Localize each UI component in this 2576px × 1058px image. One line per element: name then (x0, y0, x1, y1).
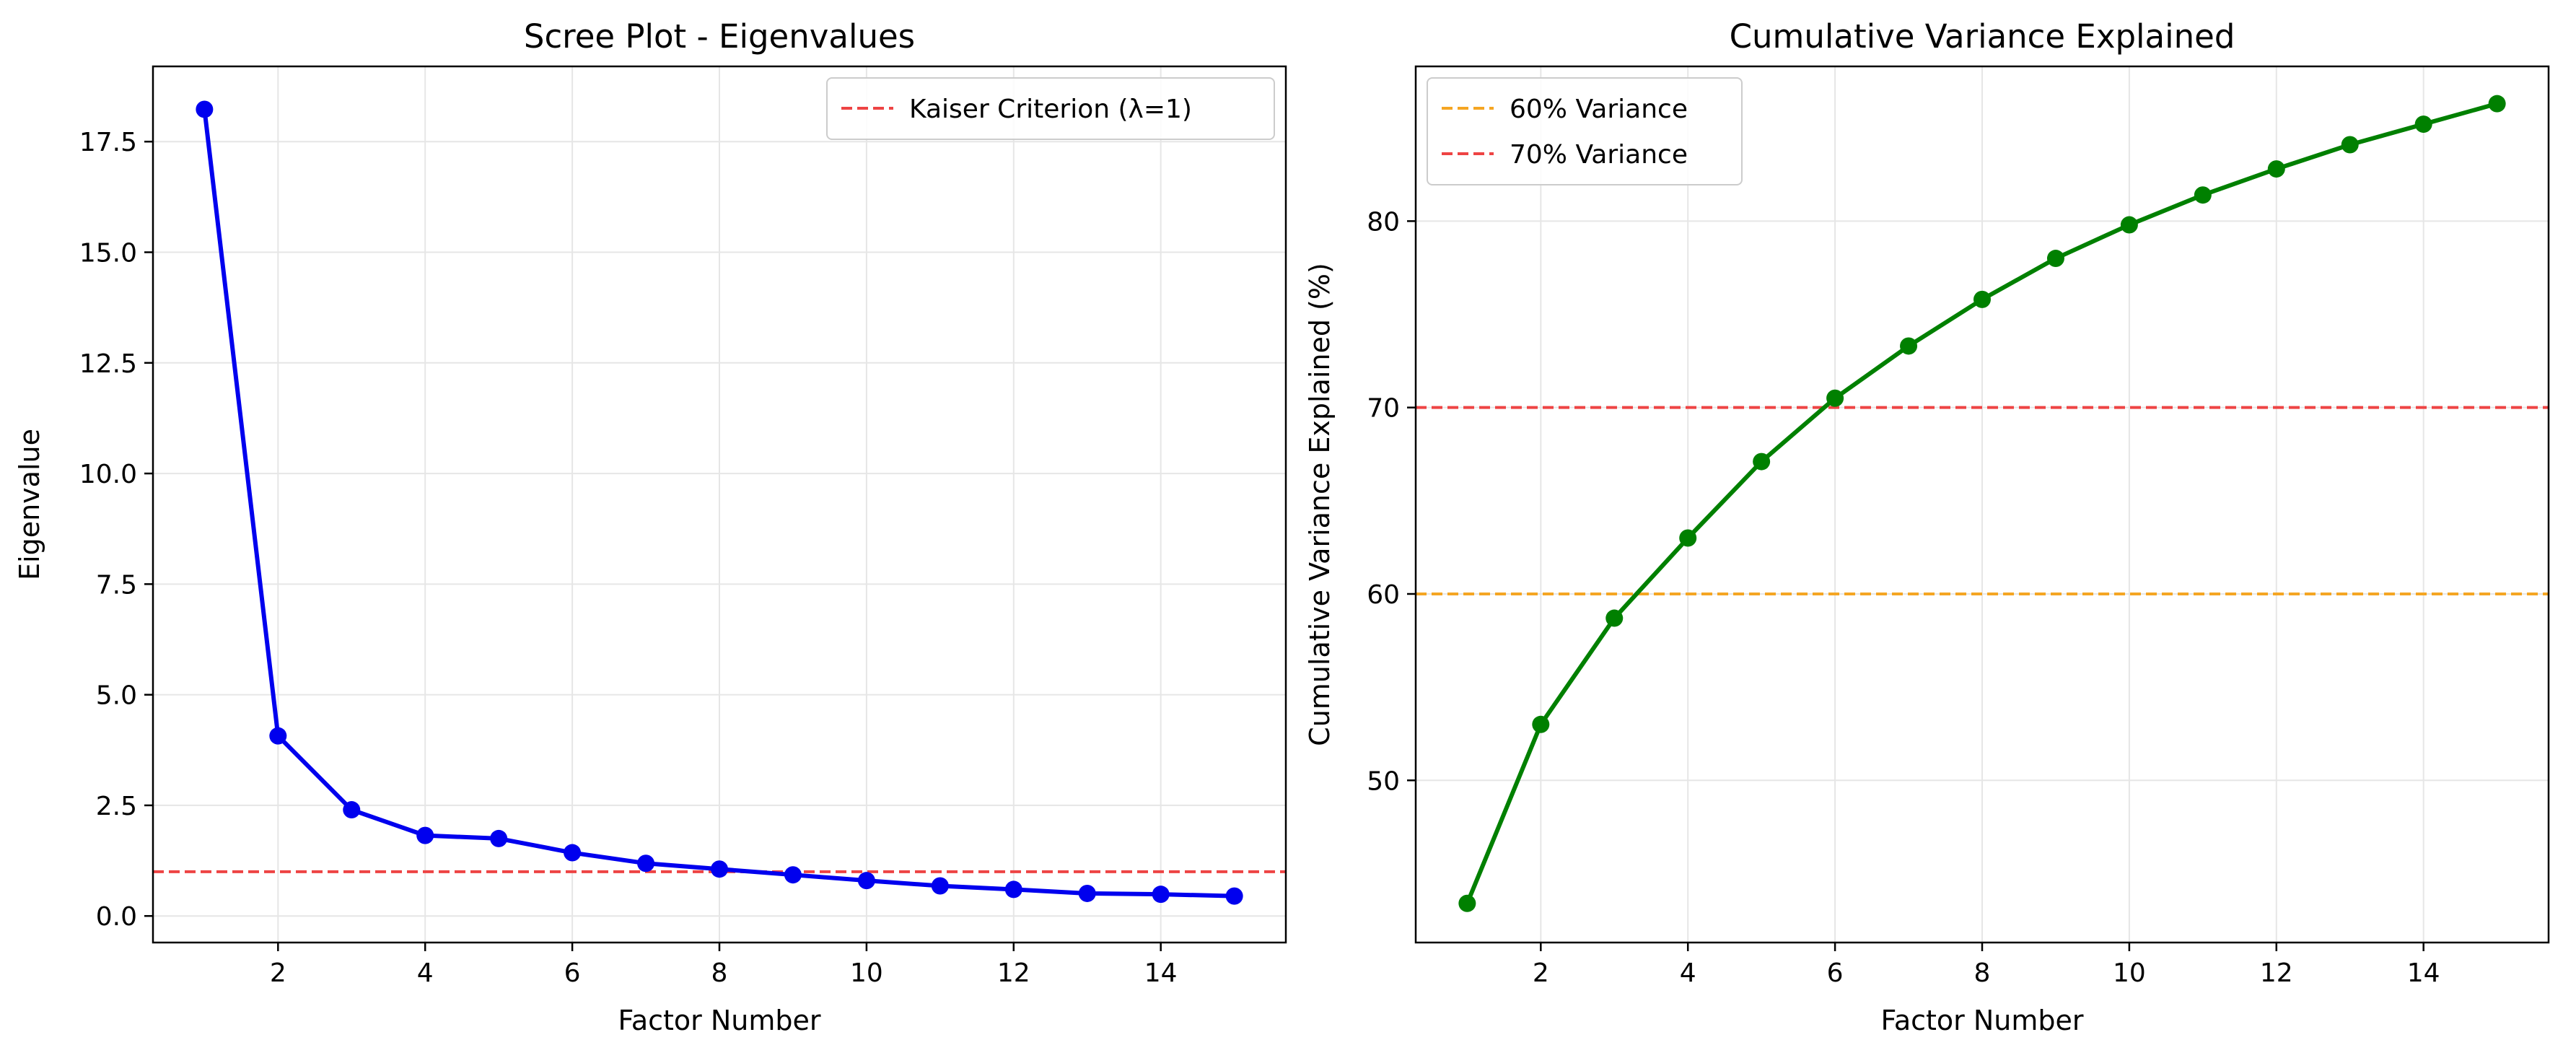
y-tick-label: 50 (1367, 766, 1400, 796)
data-point (490, 829, 508, 847)
data-point (1004, 880, 1022, 899)
x-tick-label: 6 (564, 958, 581, 988)
data-point (1532, 715, 1550, 733)
data-point (1225, 887, 1243, 905)
x-tick-label: 14 (2407, 958, 2440, 988)
data-point (196, 100, 214, 118)
x-axis-label: Factor Number (1880, 1005, 2083, 1036)
y-tick-label: 5.0 (96, 681, 137, 711)
y-tick-label: 10.0 (79, 460, 137, 489)
data-point (2194, 186, 2212, 204)
data-point (1900, 337, 1918, 355)
legend: 60% Variance 70% Variance (1427, 77, 1743, 185)
x-tick-label: 6 (1827, 958, 1844, 988)
data-point (343, 801, 361, 819)
data-point (2046, 250, 2064, 268)
data-point (637, 854, 655, 873)
chart-title: Scree Plot - Eigenvalues (524, 17, 915, 56)
chart-panel-2: 2 4 6 8 10 12 14 50 60 70 80 Cumulative Variance Ex… (1304, 17, 2550, 1036)
data-point (711, 860, 728, 878)
chart-panel-1: 2 4 6 8 10 12 14 0.0 2.5 5.0 7.5 10.0 12.5 15.0 17.5 Sc… (14, 17, 1287, 1036)
y-tick-label: 7.5 (96, 570, 137, 600)
x-tick-label: 12 (2260, 958, 2293, 988)
data-point (1973, 290, 1991, 308)
x-tick-label: 8 (1974, 958, 1991, 988)
data-point (416, 826, 434, 844)
legend: Kaiser Criterion (λ=1) (826, 77, 1275, 140)
data-point (1826, 389, 1844, 407)
x-axis-label: Factor Number (618, 1005, 820, 1036)
data-point (931, 877, 949, 895)
y-tick-label: 0.0 (96, 902, 137, 932)
data-point (1753, 453, 1771, 471)
data-point (1078, 884, 1096, 902)
data-point (269, 727, 287, 745)
x-tick-label: 8 (711, 958, 728, 988)
data-point (564, 844, 582, 862)
x-tick-label: 12 (997, 958, 1030, 988)
data-point (2414, 115, 2432, 134)
legend-box (826, 77, 1275, 140)
data-point (1458, 894, 1476, 912)
legend-entry: Kaiser Criterion (λ=1) (909, 95, 1192, 124)
y-tick-label: 80 (1367, 207, 1400, 237)
x-tick-label: 4 (417, 958, 434, 988)
y-axis-label: Eigenvalue (14, 429, 45, 580)
y-tick-label: 12.5 (79, 349, 137, 379)
chart-title: Cumulative Variance Explained (1730, 17, 2235, 56)
x-tick-label: 10 (850, 958, 883, 988)
data-point (2267, 160, 2285, 178)
legend-entry: 60% Variance (1510, 95, 1688, 124)
data-point (1152, 886, 1170, 904)
y-tick-label: 2.5 (96, 792, 137, 821)
legend-box (1427, 77, 1743, 185)
data-point (2488, 95, 2506, 113)
y-axis-label: Cumulative Variance Explained (%) (1304, 263, 1336, 746)
x-tick-label: 2 (1533, 958, 1549, 988)
x-tick-label: 14 (1144, 958, 1178, 988)
y-tick-label: 60 (1367, 580, 1400, 610)
x-tick-label: 2 (270, 958, 286, 988)
data-point (1679, 529, 1697, 547)
data-point (857, 872, 875, 890)
y-tick-label: 17.5 (79, 128, 137, 157)
y-tick-label: 70 (1367, 394, 1400, 424)
x-tick-label: 4 (1680, 958, 1696, 988)
data-point (2341, 136, 2359, 154)
legend-entry: 70% Variance (1510, 140, 1688, 170)
x-tick-label: 10 (2113, 958, 2146, 988)
data-point (2120, 216, 2138, 234)
data-point (784, 866, 802, 884)
data-point (1605, 609, 1624, 627)
y-tick-label: 15.0 (79, 239, 137, 268)
